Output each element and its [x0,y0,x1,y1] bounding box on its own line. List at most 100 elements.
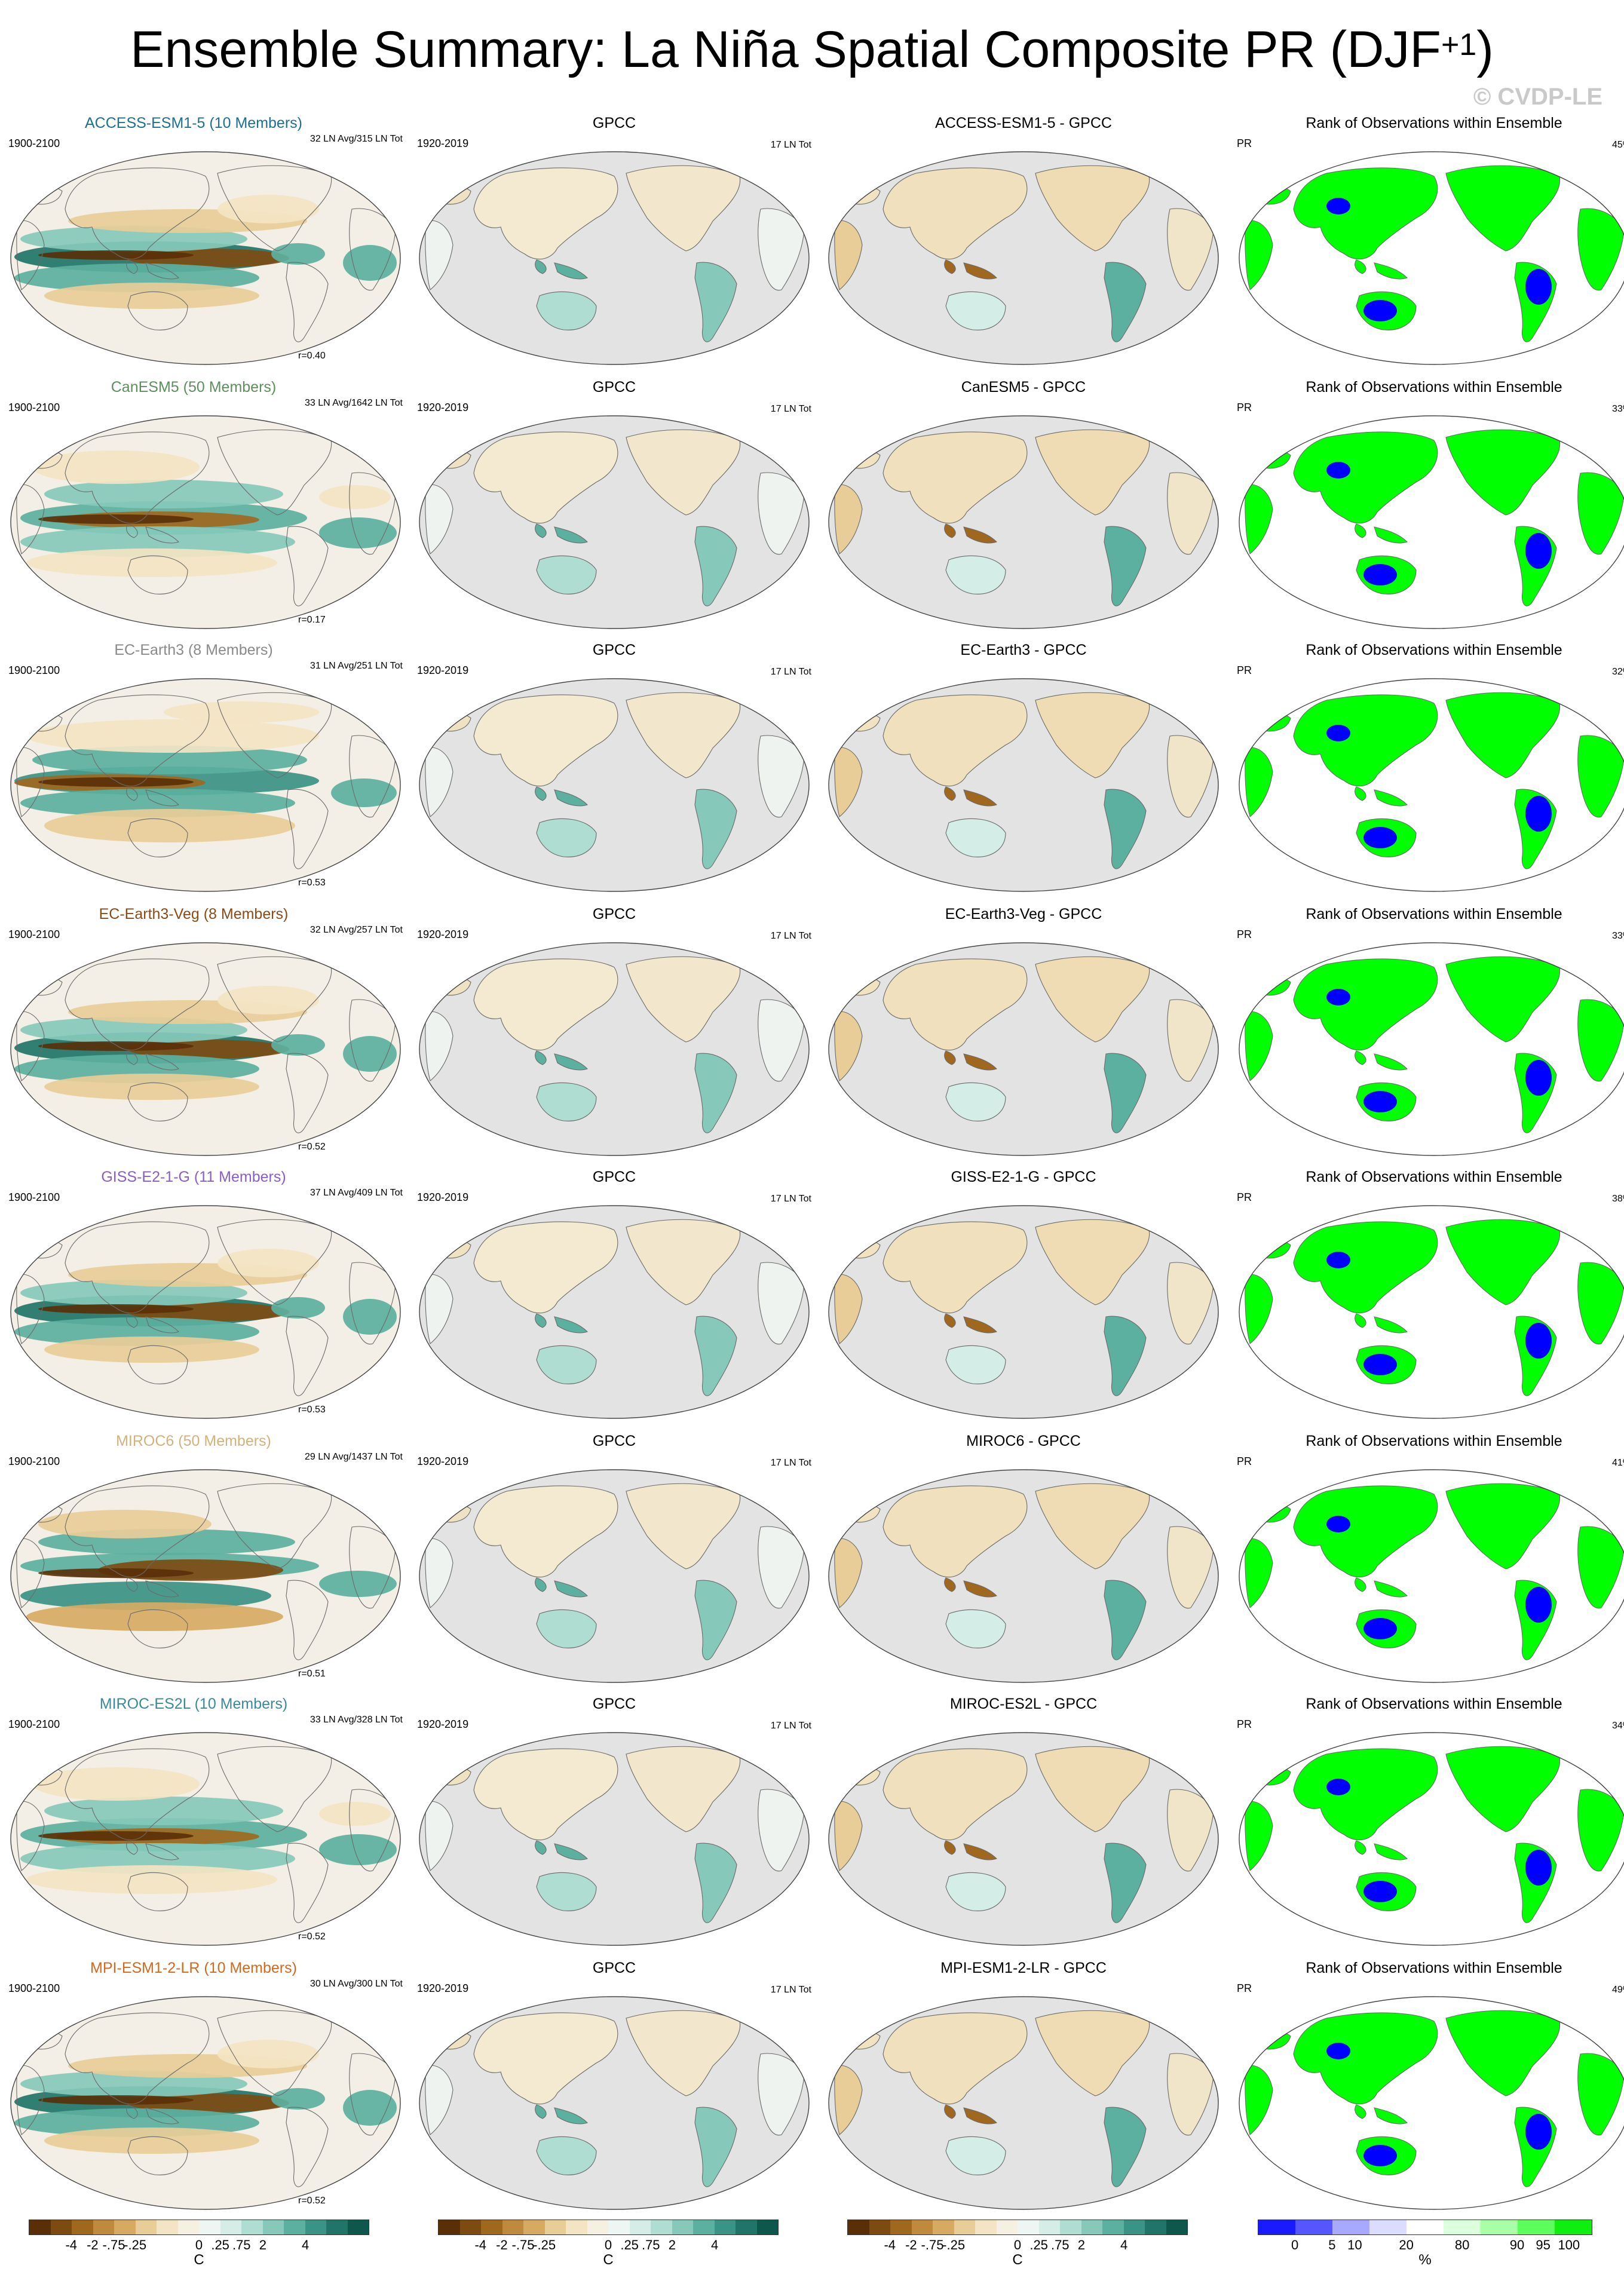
colorbar-swatch [544,2220,566,2234]
model-stat: 37 LN Avg/409 LN Tot [310,1188,403,1198]
panel-obs-row-6: GPCC 1920-2019 17 LN Tot [417,1433,811,1688]
obs-title: GPCC [592,115,636,131]
colorbar-swatch [177,2220,199,2234]
pattern-correlation: r=0.53 [298,878,326,888]
diff-map [828,151,1219,365]
rank-variable: PR [1237,137,1252,149]
colorbar-swatch [439,2220,460,2234]
colorbar-tick-label: -4 [65,2237,78,2252]
panel-obs-row-1: GPCC 1920-2019 17 LN Tot [417,115,811,370]
diff-title: ACCESS-ESM1-5 - GPCC [935,115,1112,131]
panel-obs-row-4: GPCC 1920-2019 17 LN Tot [417,906,811,1161]
model-map [10,1469,401,1683]
colorbar-swatch [714,2220,736,2234]
colorbar-ticks: 0 5 10 20 80 90 95 100 [1258,2235,1592,2254]
panel-rank-row-4: Rank of Observations within Ensemble PR 33… [1237,906,1624,1161]
obs-period: 1920-2019 [417,1191,469,1203]
obs-period: 1920-2019 [417,1455,469,1467]
colorbar-swatch [199,2220,220,2234]
colorbar-swatch [1018,2220,1039,2234]
colorbar-swatch [284,2220,305,2234]
colorbar-swatch [305,2220,326,2234]
diff-map [828,1205,1219,1419]
colorbar-swatch [459,2220,481,2234]
colorbar-swatch [1481,2220,1518,2234]
colorbar-ticks: -4 -2 -.75 -.25 0.25.75 2 4 [847,2235,1188,2254]
rank-title: Rank of Observations within Ensemble [1306,642,1562,658]
panel-diff-row-1: ACCESS-ESM1-5 - GPCC [826,115,1221,370]
rank-percent: 33% [1611,931,1624,941]
model-period: 1900-2100 [8,1191,60,1203]
obs-map [419,942,810,1156]
colorbar-swatch [566,2220,587,2234]
colorbar-tick-label: 0 [1291,2237,1299,2252]
diff-title: MIROC6 - GPCC [966,1433,1081,1449]
colorbar-swatch [523,2220,545,2234]
obs-stat: 17 LN Tot [770,931,811,941]
rank-map [1239,1996,1624,2210]
rank-percent: 41% [1611,1458,1624,1468]
colorbar-tick-label: 4 [302,2237,310,2252]
colorbar-swatch [1444,2220,1481,2234]
colorbar-swatch [1555,2220,1592,2234]
colorbar-swatch [608,2220,630,2234]
model-stat: 29 LN Avg/1437 LN Tot [305,1452,403,1462]
pattern-correlation: r=0.52 [298,1932,326,1942]
colorbar-tick-label: 20 [1399,2237,1414,2252]
panel-rank-row-1: Rank of Observations within Ensemble PR 45… [1237,115,1624,370]
diff-map [828,942,1219,1156]
colorbar-swatch [1060,2220,1081,2234]
watermark: © CVDP-LE [1473,84,1602,110]
obs-map [419,415,810,629]
colorbar-swatch [651,2220,672,2234]
diff-title: MPI-ESM1-2-LR - GPCC [940,1960,1107,1976]
rank-map [1239,1469,1624,1683]
colorbar-tick-label: -.25 [942,2237,966,2252]
colorbar-swatch [502,2220,523,2234]
panel-diff-row-4: EC-Earth3-Veg - GPCC [826,906,1221,1161]
colorbar-swatch [1123,2220,1145,2234]
rank-map [1239,678,1624,892]
page-title: Ensemble Summary: La Niña Spatial Compos… [130,21,1494,78]
panel-rank-row-7: Rank of Observations within Ensemble PR 34… [1237,1696,1624,1951]
colorbar-swatch [1258,2220,1295,2234]
model-title: CanESM5 (50 Members) [111,379,277,396]
colorbar-tick-label: 80 [1454,2237,1470,2252]
panel-rank-row-6: Rank of Observations within Ensemble PR 41… [1237,1433,1624,1688]
rank-variable: PR [1237,1982,1252,1994]
colorbar-tick-label: 100 [1558,2237,1580,2252]
panel-model-row-6: MIROC6 (50 Members) 1900-2100 29 LN Avg/14… [8,1433,403,1688]
rank-title: Rank of Observations within Ensemble [1306,115,1562,131]
colorbar-swatch [975,2220,997,2234]
model-map [10,415,401,629]
obs-map [419,1205,810,1419]
rank-percent: 45% [1611,140,1624,150]
panel-rank-row-8: Rank of Observations within Ensemble PR 49… [1237,1960,1624,2215]
rank-percent: 49% [1611,1985,1624,1995]
panel-rank-row-3: Rank of Observations within Ensemble PR 32… [1237,642,1624,897]
rank-variable: PR [1237,664,1252,676]
colorbar-tick-label: -2 [87,2237,99,2252]
colorbar-swatch [157,2220,178,2234]
obs-stat: 17 LN Tot [770,1721,811,1731]
colorbar-tick-label: -2 [905,2237,917,2252]
colorbar-swatch [1081,2220,1102,2234]
colorbar-swatch [1407,2220,1444,2234]
obs-stat: 17 LN Tot [770,140,811,150]
panel-diff-row-3: EC-Earth3 - GPCC [826,642,1221,897]
diff-map [828,678,1219,892]
colorbar-strip [438,2220,779,2235]
obs-stat: 17 LN Tot [770,1458,811,1468]
model-map [10,942,401,1156]
pattern-correlation: r=0.40 [298,351,326,361]
colorbar-tick-label: -.75 [102,2237,125,2252]
model-period: 1900-2100 [8,1718,60,1730]
panel-model-row-5: GISS-E2-1-G (11 Members) 1900-2100 37 LN A… [8,1169,403,1424]
colorbar-ticks: -4 -2 -.75 -.25 0.25.75 2 4 [29,2235,369,2254]
model-stat: 30 LN Avg/300 LN Tot [310,1979,403,1989]
model-title: MIROC6 (50 Members) [116,1433,271,1449]
diverging-colorbar: -4 -2 -.75 -.25 0 .25.75 2 4 C [847,2220,1188,2269]
rank-map [1239,1205,1624,1419]
colorbar-tick-label: 90 [1509,2237,1525,2252]
model-stat: 32 LN Avg/315 LN Tot [310,134,403,144]
